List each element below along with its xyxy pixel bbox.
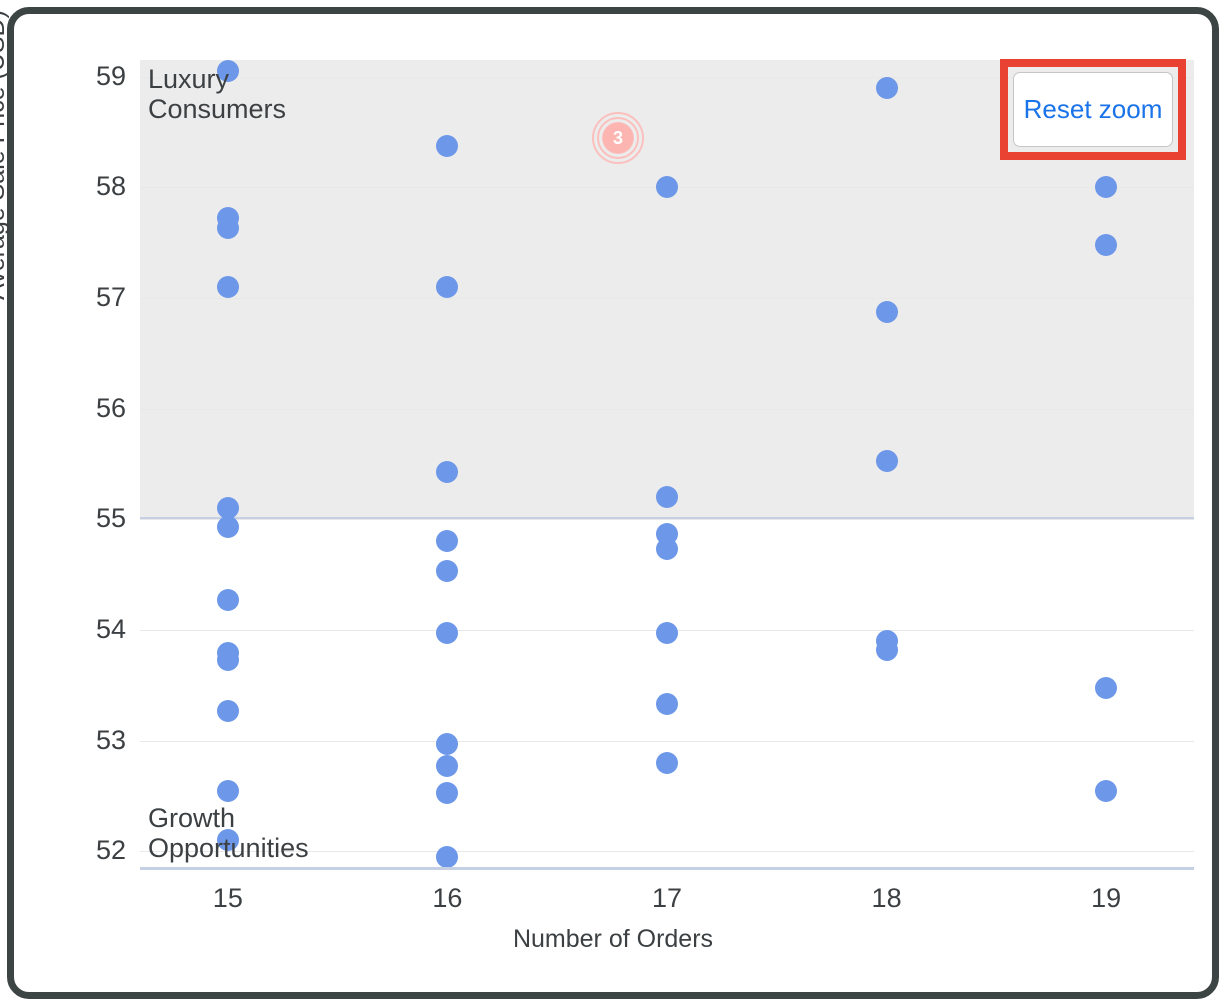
data-point[interactable]	[656, 622, 678, 645]
data-point[interactable]	[875, 301, 898, 324]
reset-zoom-button[interactable]: Reset zoom	[1013, 72, 1173, 147]
data-point[interactable]	[436, 275, 459, 298]
y-tick-label-52: 52	[95, 835, 126, 866]
x-tick-label-17: 17	[651, 883, 683, 913]
y-tick-label-56: 56	[95, 392, 126, 423]
data-point[interactable]	[216, 648, 239, 671]
data-point[interactable]	[656, 693, 678, 716]
x-tick-label-16: 16	[432, 883, 463, 913]
data-point[interactable]	[875, 638, 898, 661]
data-point[interactable]	[875, 449, 898, 472]
gridline-y-56	[140, 408, 1194, 410]
annotation-growth-opportunities: Growth Opportunities	[148, 803, 309, 864]
gridline-y-57	[140, 297, 1194, 299]
gridline-y-53	[140, 740, 1194, 742]
y-tick-label-59: 59	[95, 60, 126, 91]
annotation-luxury-consumers: Luxury Consumers	[148, 64, 287, 125]
y-tick-label-55: 55	[95, 503, 126, 534]
axis-baseline	[140, 867, 1194, 870]
data-point[interactable]	[656, 486, 678, 509]
data-point[interactable]	[436, 781, 459, 804]
plot-area	[140, 60, 1194, 870]
pulse-badge-count: 3	[603, 123, 633, 153]
data-point[interactable]	[1095, 233, 1118, 256]
x-tick-label-18: 18	[871, 883, 902, 913]
data-point[interactable]	[1095, 676, 1118, 699]
data-point[interactable]	[216, 516, 239, 539]
data-point[interactable]	[216, 60, 239, 83]
data-point[interactable]	[436, 530, 459, 553]
data-point[interactable]	[216, 699, 239, 722]
data-point[interactable]	[656, 176, 678, 199]
gridline-y-55	[140, 519, 1194, 521]
data-point[interactable]	[656, 751, 678, 774]
pulse-ring-outer	[592, 112, 644, 164]
pulse-ring-middle	[597, 117, 639, 159]
data-point[interactable]	[436, 135, 459, 158]
x-axis-title: Number of Orders	[512, 925, 714, 953]
data-point[interactable]	[1095, 176, 1118, 199]
data-point[interactable]	[1095, 779, 1118, 802]
data-point[interactable]	[216, 829, 239, 852]
data-point[interactable]	[436, 845, 459, 868]
y-tick-label-54: 54	[95, 614, 126, 645]
y-tick-label-57: 57	[95, 281, 126, 312]
data-point[interactable]	[216, 779, 239, 802]
data-point[interactable]	[436, 560, 459, 583]
reset-zoom-highlight-box	[1000, 59, 1186, 160]
data-point[interactable]	[436, 460, 459, 483]
data-point[interactable]	[216, 497, 239, 520]
data-point[interactable]	[216, 217, 239, 240]
data-point[interactable]	[216, 589, 239, 612]
y-tick-label-58: 58	[95, 171, 126, 202]
data-point[interactable]	[436, 733, 459, 756]
data-point[interactable]	[875, 76, 898, 99]
data-point[interactable]	[436, 622, 459, 645]
pulse-badge-marker[interactable]: 3	[592, 112, 644, 164]
data-point[interactable]	[656, 538, 678, 561]
gridline-y-59	[140, 76, 1194, 78]
y-tick-label-53: 53	[95, 724, 126, 755]
x-tick-label-15: 15	[212, 883, 243, 913]
x-tick-label-19: 19	[1091, 883, 1122, 913]
y-axis-title: Average Sale Price (USD)	[0, 10, 10, 300]
gridline-y-52	[140, 851, 1194, 853]
data-point[interactable]	[436, 755, 459, 778]
data-point[interactable]	[216, 275, 239, 298]
